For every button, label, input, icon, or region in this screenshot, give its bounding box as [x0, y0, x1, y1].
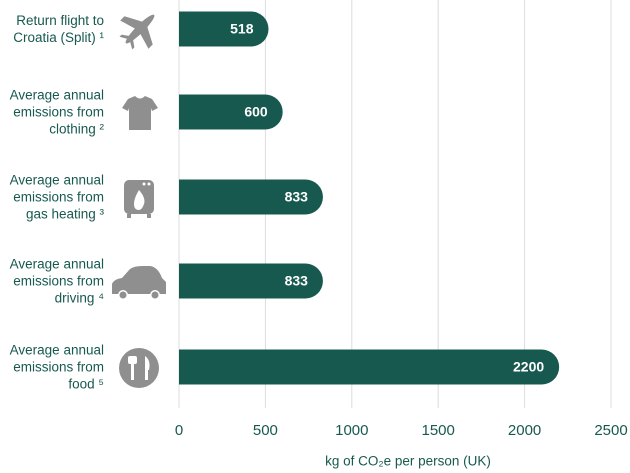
x-tick-label: 2000	[508, 422, 541, 439]
value-label: 833	[285, 189, 309, 205]
x-axis-label: kg of CO₂e per person (UK)	[325, 454, 491, 469]
bar	[179, 349, 560, 385]
shirt-icon	[122, 96, 158, 130]
car-icon	[112, 266, 166, 300]
value-label: 2200	[513, 359, 544, 375]
x-tick-label: 1500	[422, 422, 455, 439]
x-tick-label: 1000	[335, 422, 368, 439]
bar	[179, 94, 283, 130]
heater-icon	[124, 180, 154, 218]
food-icon	[119, 348, 159, 388]
x-tick-label: 2500	[594, 422, 627, 439]
category-label: Average annual emissions from food ⁵	[9, 342, 104, 392]
plane-icon	[119, 14, 155, 50]
bar	[179, 263, 323, 299]
category-label: Average annual emissions from gas heatin…	[9, 172, 104, 222]
bar	[179, 11, 269, 47]
value-label: 600	[244, 104, 268, 120]
x-tick-label: 500	[253, 422, 278, 439]
value-label: 833	[285, 273, 309, 289]
category-label: Average annual emissions from driving ⁴	[9, 256, 104, 306]
category-label: Return flight to Croatia (Split) ¹	[13, 13, 104, 45]
bar	[179, 179, 323, 215]
category-label: Average annual emissions from clothing ²	[9, 87, 104, 137]
x-tick-label: 0	[175, 422, 183, 439]
value-label: 518	[230, 21, 254, 37]
icons	[112, 14, 166, 388]
